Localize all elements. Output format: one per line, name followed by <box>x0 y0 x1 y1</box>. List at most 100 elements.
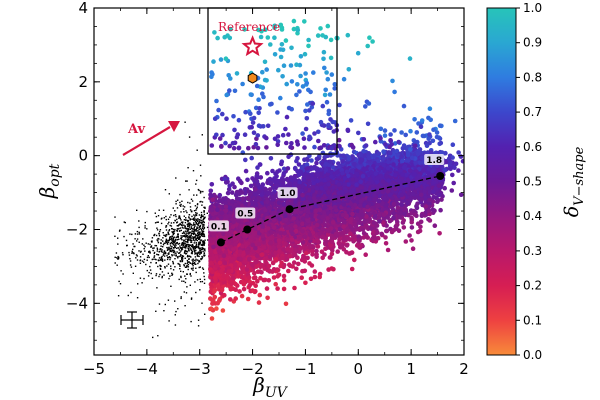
scatter-point-black <box>159 264 161 267</box>
scatter-point-black <box>120 270 122 272</box>
scatter-point-black <box>195 246 198 248</box>
scatter-point-black <box>199 238 201 240</box>
scatter-point-black <box>171 250 173 253</box>
scatter-point-black <box>163 255 166 257</box>
scatter-point-black <box>188 244 190 246</box>
scatter-point-black <box>184 232 186 234</box>
scatter-point-black <box>153 247 155 249</box>
scatter-point-black <box>194 205 197 207</box>
scatter-point-black <box>155 310 157 312</box>
scatter-point-black <box>184 221 187 224</box>
scatter-point-black <box>141 282 143 284</box>
scatter-point-black <box>181 200 183 202</box>
scatter-point-black <box>194 225 196 227</box>
scatter-point-black <box>198 231 200 234</box>
scatter-point-black <box>132 252 134 254</box>
scatter-point-black <box>151 258 153 261</box>
scatter-point-black <box>185 245 187 247</box>
scatter-point-black <box>203 227 205 229</box>
scatter-point-black <box>171 236 173 238</box>
scatter-point-black <box>187 238 190 240</box>
scatter-point-black <box>136 297 139 299</box>
scatter-point-black <box>202 220 205 223</box>
scatter-point-black <box>160 242 162 245</box>
scatter-point-black <box>200 175 202 177</box>
scatter-point-black <box>180 275 182 278</box>
scatter-point-black <box>158 209 160 211</box>
scatter-point-black <box>194 251 196 253</box>
scatter-point-black <box>189 237 191 239</box>
scatter-point-black <box>195 267 197 269</box>
scatter-point-black <box>200 233 203 236</box>
scatter-point-black <box>186 219 189 222</box>
scatter-point <box>248 183 254 189</box>
scatter-point-black <box>192 248 195 250</box>
scatter-point-black <box>138 220 140 222</box>
scatter-point-black <box>201 241 204 243</box>
scatter-point-black <box>153 252 155 255</box>
scatter-point-black <box>180 296 182 298</box>
scatter-point-black <box>130 266 133 268</box>
scatter-point-black <box>202 247 204 250</box>
scatter-point-black <box>171 255 173 257</box>
scatter-point-black <box>163 250 166 253</box>
scatter-point-black <box>193 262 195 265</box>
scatter-point-black <box>132 243 134 245</box>
scatter-point-black <box>185 219 187 221</box>
scatter-point-black <box>189 231 191 233</box>
scatter-point-black <box>161 276 163 279</box>
scatter-point-black <box>201 235 204 237</box>
scatter-point-black <box>179 201 181 204</box>
scatter-point-black <box>175 236 177 239</box>
scatter-point-black <box>187 247 189 249</box>
scatter-point-black <box>159 230 161 233</box>
scatter-point-black <box>190 256 192 258</box>
scatter-point-black <box>187 266 190 268</box>
scatter-point-black <box>129 260 132 262</box>
scatter-point-black <box>185 253 187 255</box>
scatter-point-black <box>198 189 200 192</box>
scatter-point-black <box>161 260 164 262</box>
scatter-point-black <box>186 180 188 182</box>
scatter-point-black <box>146 256 149 259</box>
scatter-point-black <box>188 224 191 227</box>
scatter-point-black <box>194 229 196 231</box>
scatter-point-black <box>189 273 191 276</box>
scatter-point <box>387 218 393 224</box>
scatter-point-black <box>170 225 173 227</box>
scatter-point-black <box>190 234 192 236</box>
scatter-point-black <box>193 250 196 252</box>
scatter-point <box>310 252 315 257</box>
scatter-point <box>409 225 415 230</box>
scatter-point-black <box>163 242 165 244</box>
scatter-point-black <box>170 267 172 270</box>
scatter-point-black <box>159 268 162 270</box>
scatter-point-black <box>206 226 209 229</box>
scatter-point-black <box>168 230 170 232</box>
scatter-point-black <box>155 258 157 261</box>
scatter-point-black <box>192 260 194 262</box>
scatter-point-black <box>179 268 181 270</box>
scatter-point-black <box>203 252 206 254</box>
scatter-point-black <box>151 277 154 279</box>
scatter-point-black <box>176 236 178 238</box>
scatter-point-black <box>160 265 162 267</box>
scatter-point-black <box>183 231 185 233</box>
scatter-point-black <box>201 231 204 233</box>
scatter-point <box>408 128 413 134</box>
scatter-point-black <box>198 222 201 224</box>
scatter-point-black <box>168 193 170 195</box>
scatter-point-black <box>143 261 145 263</box>
scatter-point-black <box>150 246 152 248</box>
scatter-point-black <box>161 259 163 261</box>
scatter-point-black <box>184 121 186 123</box>
scatter-point-black <box>189 228 192 230</box>
scatter-point-black <box>162 244 165 246</box>
scatter-point-black <box>169 224 171 227</box>
scatter-point-black <box>185 180 187 182</box>
scatter-point-black <box>191 215 193 218</box>
scatter-point-black <box>195 242 197 244</box>
scatter-point-black <box>199 224 201 227</box>
scatter-point-black <box>170 214 172 216</box>
scatter-point-black <box>131 250 133 253</box>
